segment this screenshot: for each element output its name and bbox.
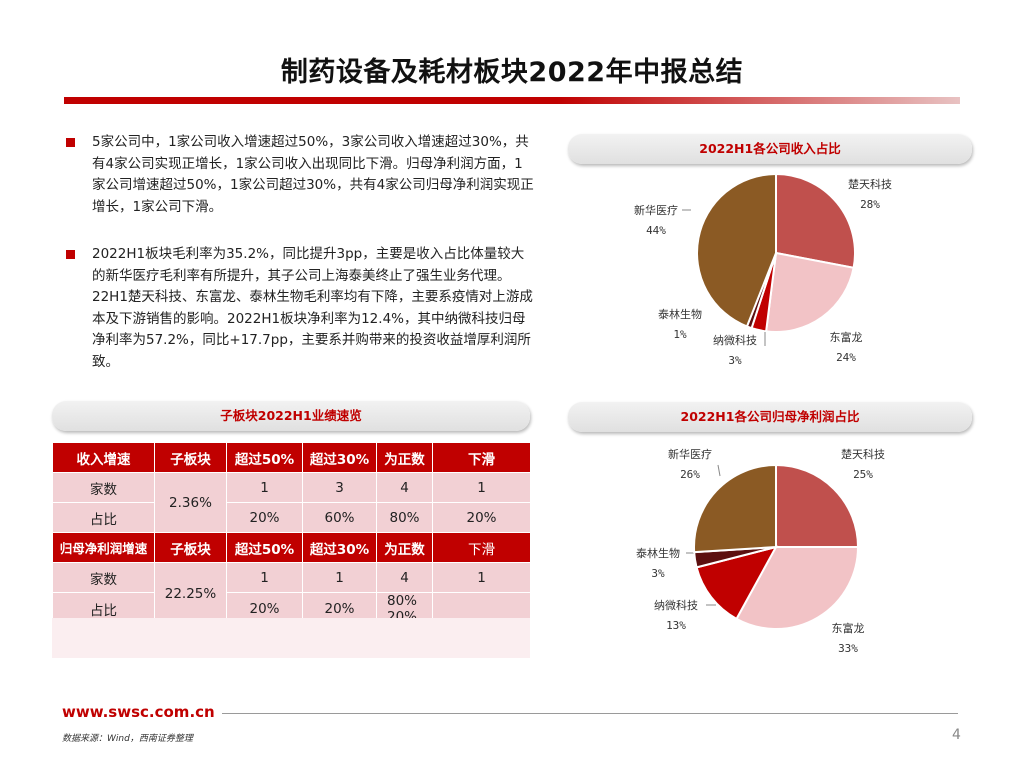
slice-value-label: 33% <box>838 642 858 655</box>
table-row: 家数 22.25% 1 1 4 1 <box>52 562 531 626</box>
header-cell: 超过50% <box>226 532 303 563</box>
pie-slice <box>696 172 777 328</box>
slice-category-label: 新华医疗 <box>634 203 678 217</box>
slice-category-label: 楚天科技 <box>841 447 885 461</box>
row-label: 占比 <box>52 502 155 533</box>
slice-category-label: 纳微科技 <box>713 333 757 347</box>
table-row: 占比 20% 60% 80% 20% <box>52 502 531 533</box>
page-title: 制药设备及耗材板块2022年中报总结 <box>280 57 744 88</box>
table-cell: 20% <box>432 502 531 533</box>
header-cell: 子板块 <box>154 532 227 563</box>
row-label: 家数 <box>52 472 155 503</box>
table-cell: 80% <box>376 502 433 533</box>
table-cell: 4 <box>376 562 433 593</box>
slice-value-label: 1% <box>673 328 687 341</box>
pie-slice <box>695 545 778 621</box>
table-cell: 1 <box>432 472 531 503</box>
page-number: 4 <box>952 727 961 743</box>
table-cell: 1 <box>432 562 531 593</box>
header-cell: 为正数 <box>376 532 433 563</box>
bullet-text: 2022H1板块毛利率为35.2%，同比提升3pp，主要是收入占比体量较大的新华… <box>92 246 533 370</box>
header-cell: 归母净利润增速 <box>52 532 155 563</box>
chart-title-profit: 2022H1各公司归母净利润占比 <box>568 402 972 432</box>
merged-value-cell: 2.36% <box>154 472 227 533</box>
footer-divider <box>222 713 958 714</box>
slice-category-label: 泰林生物 <box>636 546 680 560</box>
title-underline <box>64 97 960 104</box>
table-row: 家数 2.36% 1 3 4 1 <box>52 472 531 533</box>
pie-slice <box>693 463 777 554</box>
table-title: 子板块2022H1业绩速览 <box>52 401 530 431</box>
slice-category-label: 泰林生物 <box>658 307 702 321</box>
table-footer-strip <box>52 618 530 658</box>
table-header-row: 收入增速 子板块 超过50% 超过30% 为正数 下滑 <box>52 442 531 473</box>
pie-slice <box>735 546 860 630</box>
slice-category-label: 新华医疗 <box>668 447 712 461</box>
slice-value-label: 13% <box>666 619 686 632</box>
table-cell: 3 <box>302 472 377 503</box>
slice-value-label: 24% <box>836 351 856 364</box>
slice-value-label: 44% <box>646 224 666 237</box>
bullet-item: 5家公司中，1家公司收入增速超过50%，3家公司收入增速超过30%，共有4家公司… <box>64 132 534 218</box>
bullet-item: 2022H1板块毛利率为35.2%，同比提升3pp，主要是收入占比体量较大的新华… <box>64 244 534 373</box>
slice-value-label: 3% <box>728 354 742 367</box>
row-label: 家数 <box>52 562 155 593</box>
pie-slice <box>764 251 855 333</box>
slice-category-label: 东富龙 <box>830 330 863 344</box>
header-cell: 下滑 <box>432 532 531 563</box>
slice-category-label: 楚天科技 <box>848 177 892 191</box>
header-cell: 下滑 <box>432 442 531 473</box>
header-cell: 超过30% <box>302 532 377 563</box>
footer-url[interactable]: www.swsc.com.cn <box>62 703 215 721</box>
table-cell: 1 <box>302 562 377 593</box>
table-cell: 1 <box>226 562 303 593</box>
leader-line <box>717 464 721 477</box>
header-cell: 超过30% <box>302 442 377 473</box>
pie-slice <box>775 463 860 548</box>
revenue-share-pie-chart: 楚天科技 28% 东富龙 24% 纳微科技 3% 泰林生物 1% 新华医疗 44% <box>634 172 892 367</box>
header-cell: 超过50% <box>226 442 303 473</box>
header-cell: 子板块 <box>154 442 227 473</box>
table-cell: 60% <box>302 502 377 533</box>
summary-bullets: 5家公司中，1家公司收入增速超过50%，3家公司收入增速超过30%，共有4家公司… <box>64 132 534 399</box>
table-cell: 20% <box>226 502 303 533</box>
slice-category-label: 东富龙 <box>832 621 865 635</box>
slice-value-label: 28% <box>860 198 880 211</box>
slice-value-label: 26% <box>680 468 700 481</box>
header-cell: 收入增速 <box>52 442 155 473</box>
header-cell: 为正数 <box>376 442 433 473</box>
bullet-square-icon <box>66 138 75 147</box>
slice-category-label: 纳微科技 <box>654 598 698 612</box>
merged-value-cell: 22.25% <box>154 562 227 626</box>
performance-table: 收入增速 子板块 超过50% 超过30% 为正数 下滑 家数 2.36% 1 3… <box>52 442 531 626</box>
pie-slice <box>775 172 856 269</box>
chart-title-revenue: 2022H1各公司收入占比 <box>568 134 972 164</box>
table-cell: 4 <box>376 472 433 503</box>
table-header-row: 归母净利润增速 子板块 超过50% 超过30% 为正数 下滑 <box>52 532 531 563</box>
data-source: 数据来源：Wind，西南证券整理 <box>62 734 193 744</box>
slice-value-label: 3% <box>651 567 665 580</box>
slice-value-label: 25% <box>853 468 873 481</box>
bullet-text: 5家公司中，1家公司收入增速超过50%，3家公司收入增速超过30%，共有4家公司… <box>92 134 534 215</box>
table-cell: 1 <box>226 472 303 503</box>
net-profit-share-pie-chart: 楚天科技 25% 东富龙 33% 纳微科技 13% 泰林生物 3% 新华医疗 26% <box>636 447 885 655</box>
bullet-square-icon <box>66 250 75 259</box>
